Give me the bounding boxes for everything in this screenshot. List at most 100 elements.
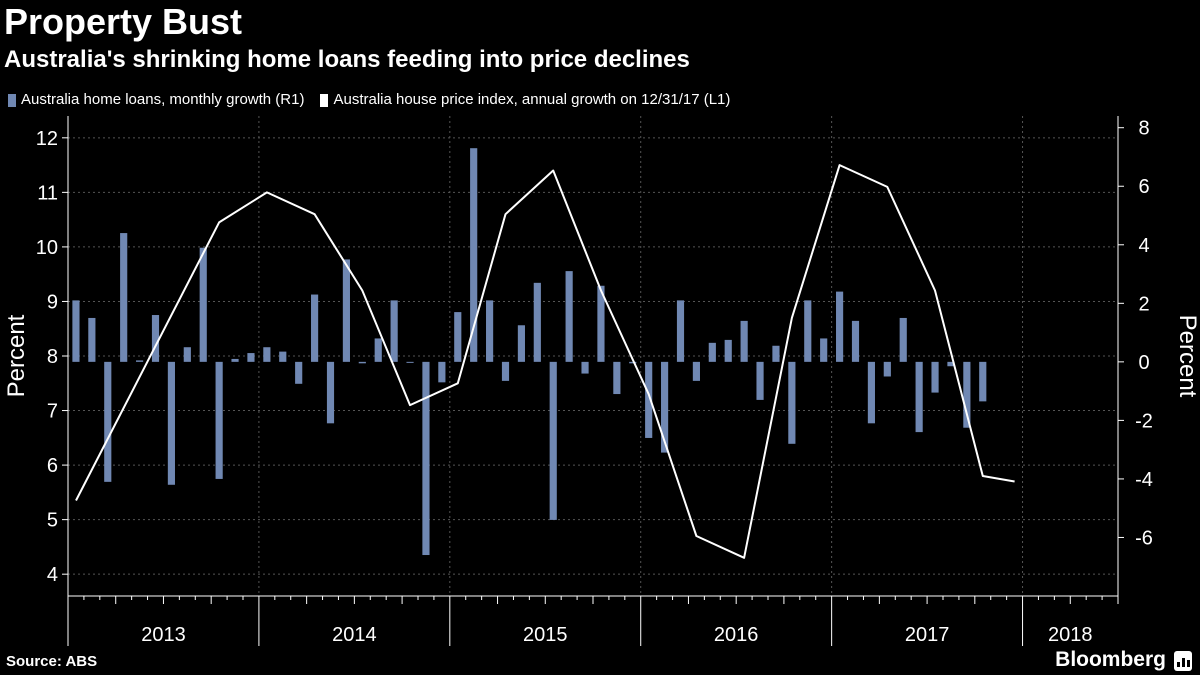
bar — [88, 317, 96, 362]
legend-swatch-bars — [8, 93, 16, 107]
bar — [740, 320, 748, 362]
bar — [183, 347, 191, 362]
left-axis-tick-label: 11 — [37, 182, 58, 204]
bar — [406, 361, 414, 363]
bar — [263, 347, 271, 362]
source-note: Source: ABS — [6, 653, 98, 670]
bar — [820, 338, 828, 362]
bar — [454, 312, 462, 362]
right-axis-tick-label: -2 — [1135, 410, 1153, 432]
bar — [613, 361, 621, 395]
bar — [358, 361, 366, 364]
legend-swatch-line — [320, 93, 329, 107]
bar — [549, 361, 557, 520]
bloomberg-logo: Bloomberg — [1055, 648, 1166, 671]
legend-item-house-price: Australia house price index, annual grow… — [320, 90, 730, 110]
bar — [867, 361, 875, 424]
bar — [422, 361, 430, 556]
bar — [661, 361, 669, 453]
bar — [931, 361, 939, 393]
left-axis-tick-label: 6 — [47, 455, 58, 477]
bar — [565, 271, 573, 362]
bar — [470, 148, 478, 362]
line-house-price — [75, 164, 1015, 559]
right-axis-tick-label: 6 — [1138, 176, 1149, 198]
x-axis-year-label: 2015 — [523, 624, 568, 646]
bar — [311, 294, 319, 362]
bar — [979, 361, 987, 402]
bar — [772, 345, 780, 362]
bar — [676, 300, 685, 362]
bar — [963, 361, 971, 428]
bar — [692, 361, 700, 381]
line-series-house-price — [75, 164, 1015, 559]
bar — [883, 361, 891, 377]
left-axis-title: Percent — [3, 314, 30, 397]
bar — [342, 259, 350, 362]
bar — [533, 282, 541, 362]
bar — [788, 361, 796, 444]
right-axis-tick-label: 8 — [1138, 118, 1149, 140]
bar — [438, 361, 446, 383]
bar — [326, 361, 335, 424]
axes: 4 5 6 7 8 9 10 11 12 Percent -6 -4 -2 0 2 4 6 8 Percent 201… — [3, 116, 1200, 646]
bar — [804, 300, 812, 362]
bar — [295, 361, 303, 384]
x-axis-year-label: 2017 — [905, 624, 950, 646]
left-axis-tick-label: 4 — [47, 564, 58, 586]
right-axis-tick-label: -4 — [1135, 469, 1153, 491]
bar — [756, 361, 764, 400]
bar — [947, 361, 955, 367]
bar — [104, 361, 112, 482]
chart-subtitle: Australia's shrinking home loans feeding… — [4, 46, 690, 73]
bar — [374, 338, 382, 362]
bar — [645, 361, 653, 438]
x-axis-year-label: 2014 — [332, 624, 377, 646]
bar — [629, 361, 637, 364]
bar — [836, 291, 844, 362]
left-axis-tick-label: 12 — [36, 128, 58, 150]
right-axis-tick-label: 2 — [1138, 293, 1149, 315]
right-axis-tick-label: 0 — [1138, 352, 1149, 374]
bar — [708, 342, 716, 362]
bar — [724, 339, 732, 362]
bar — [581, 361, 589, 374]
bar — [915, 361, 923, 433]
bar — [215, 361, 223, 479]
legend: Australia home loans, monthly growth (R1… — [8, 90, 730, 110]
bar — [390, 300, 398, 362]
bar — [486, 300, 494, 362]
bar — [151, 315, 160, 362]
bloomberg-chart-icon — [1174, 651, 1192, 671]
x-axis-year-label: 2016 — [714, 624, 759, 646]
right-axis-title: Percent — [1174, 315, 1200, 398]
left-axis-tick-label: 9 — [47, 291, 58, 313]
bar-series-home-loans — [72, 148, 987, 556]
bar — [72, 300, 80, 362]
bar — [199, 247, 207, 362]
bar — [136, 360, 144, 362]
left-axis-tick-label: 10 — [36, 237, 58, 259]
legend-item-home-loans: Australia home loans, monthly growth (R1… — [8, 90, 304, 110]
legend-label-home-loans: Australia home loans, monthly growth (R1… — [21, 91, 305, 108]
bar — [899, 317, 907, 362]
x-axis-year-label: 2013 — [141, 624, 186, 646]
bar — [231, 358, 239, 362]
gridlines — [68, 116, 1118, 596]
bar — [279, 351, 287, 362]
chart-title: Property Bust — [4, 1, 243, 42]
x-axis-year-label: 2018 — [1048, 624, 1093, 646]
legend-label-house-price: Australia house price index, annual grow… — [333, 91, 731, 108]
bar — [501, 361, 510, 381]
bar — [597, 285, 605, 362]
left-axis-tick-label: 7 — [47, 401, 58, 423]
right-axis-tick-label: -6 — [1135, 527, 1153, 549]
left-axis-tick-label: 5 — [47, 510, 58, 532]
right-axis-tick-label: 4 — [1138, 235, 1149, 257]
bar — [167, 361, 175, 485]
bar — [517, 325, 525, 362]
left-axis-tick-label: 8 — [47, 346, 58, 368]
bar — [247, 353, 255, 362]
bar — [120, 233, 128, 362]
